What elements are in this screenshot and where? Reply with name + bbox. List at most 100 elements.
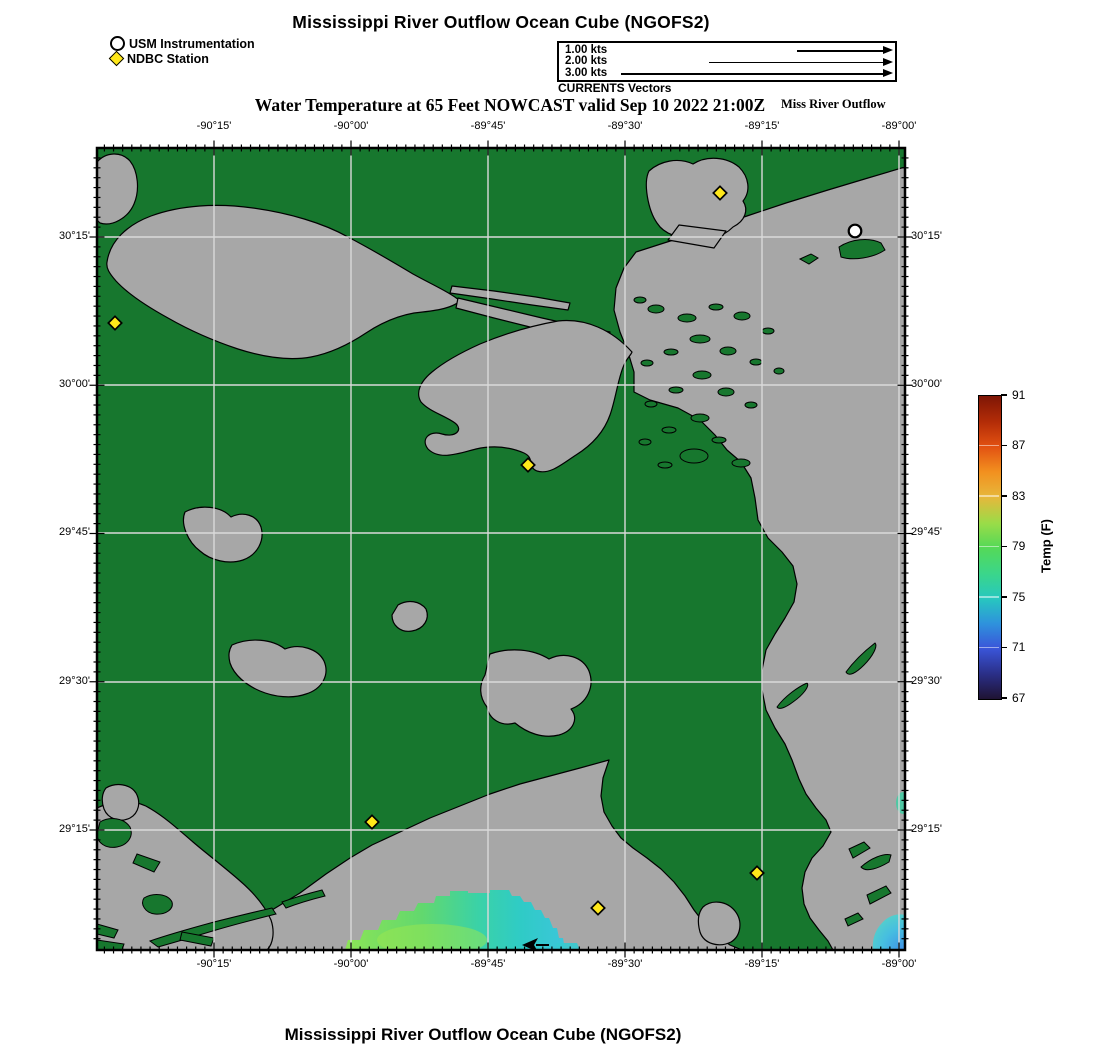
legend-row-ndbc: NDBC Station <box>108 50 255 67</box>
coastal-islet <box>838 239 886 260</box>
axis-tick-label-right: 30°00' <box>911 378 942 390</box>
delta-islet <box>844 912 864 927</box>
marsh-island <box>733 311 751 321</box>
vector-key-arrowhead-icon <box>883 69 893 78</box>
colorbar-division-line <box>979 495 999 497</box>
marsh-island <box>644 400 658 408</box>
inner-lake <box>182 506 263 563</box>
page-title: Mississippi River Outflow Ocean Cube (NG… <box>292 12 710 32</box>
colorbar-tick-mark <box>1001 646 1007 649</box>
marsh-island <box>677 313 697 323</box>
axis-tick-label-right: 29°15' <box>911 823 942 835</box>
ndbc-station-marker <box>520 457 536 473</box>
vector-key-label: 2.00 kts <box>565 55 608 67</box>
lake-pontchartrain <box>106 204 461 360</box>
circle-marker-icon <box>110 36 125 51</box>
marsh-island <box>633 296 647 304</box>
ndbc-station-marker <box>107 315 123 331</box>
axis-tick-label-left: 30°15' <box>59 230 90 242</box>
axis-tick-label-top: -89°00' <box>881 120 917 132</box>
inner-lake <box>391 600 428 632</box>
chandeleur-island <box>845 642 877 675</box>
delta-pocket-bay <box>697 901 741 946</box>
colorbar-tick-label: 87 <box>1012 438 1026 452</box>
axis-tick-label-left: 30°00' <box>59 378 90 390</box>
colorbar-division-line <box>979 596 999 598</box>
colorbar-tick-label: 79 <box>1012 539 1026 553</box>
currents-vector-caption: CURRENTS Vectors <box>558 81 672 95</box>
axis-tick-label-top: -89°30' <box>607 120 643 132</box>
vector-key-line <box>621 73 885 75</box>
ndbc-station-marker <box>749 865 765 881</box>
axis-tick-label-right: 29°30' <box>911 675 942 687</box>
corner-plume <box>872 914 905 950</box>
ndbc-station-marker <box>712 185 728 201</box>
inner-lake <box>480 649 592 737</box>
axis-tick-label-top: -90°15' <box>196 120 232 132</box>
marsh-island <box>657 461 673 469</box>
station-markers <box>107 185 863 916</box>
delta-islet <box>866 885 892 905</box>
barataria-bay <box>97 800 274 950</box>
marsh-island <box>749 358 763 366</box>
marsh-island <box>679 448 709 464</box>
vector-key-label: 3.00 kts <box>565 66 608 79</box>
axis-tick-label-left: 29°15' <box>59 823 90 835</box>
bay-island <box>179 931 215 947</box>
vector-key-line <box>797 50 885 52</box>
lake-maurepas <box>97 153 139 225</box>
colorbar-tick-mark <box>1001 596 1007 598</box>
bay-island <box>132 853 161 873</box>
colorbar-label: Temp (F) <box>1038 519 1054 573</box>
marsh-island <box>773 367 785 375</box>
map-frame <box>95 146 907 952</box>
colorbar-division-line <box>979 646 999 649</box>
bay-island <box>142 894 173 915</box>
marsh-island <box>711 436 727 444</box>
corner-sliver <box>97 923 119 939</box>
vector-key-line <box>709 61 885 63</box>
colorbar-tick-label: 83 <box>1012 488 1026 503</box>
map-canvas <box>89 140 913 958</box>
colorbar-tick-mark <box>1001 394 1007 396</box>
currents-vector-key: 1.00 kts 2.00 kts 3.00 kts <box>557 41 897 82</box>
marsh-island <box>668 386 684 394</box>
temperature-colorbar <box>978 395 1002 700</box>
colorbar-tick-mark <box>1001 545 1007 548</box>
chef-menteur-channel <box>449 285 571 311</box>
colorbar-division-line <box>979 545 999 548</box>
usm-station-marker <box>847 223 863 239</box>
marsh-island <box>731 458 751 468</box>
ndbc-station-marker <box>590 900 606 916</box>
marsh-pond <box>101 783 140 821</box>
marsh-island <box>717 387 735 397</box>
chandeleur-island <box>776 682 809 709</box>
footer-title: Mississippi River Outflow Ocean Cube (NG… <box>284 1025 682 1044</box>
colorbar-tick-mark <box>1001 444 1007 447</box>
map-subtitle: Water Temperature at 65 Feet NOWCAST val… <box>254 95 766 115</box>
corner-sliver <box>97 939 125 950</box>
vector-key-arrowhead-icon <box>883 57 893 66</box>
colorbar-tick-label: 71 <box>1012 640 1026 654</box>
axis-tick-label-bottom: -89°30' <box>607 958 643 970</box>
edge-plume <box>896 792 905 814</box>
marsh-island <box>719 346 737 356</box>
marsh-island <box>744 401 758 409</box>
vector-key-label: 1.00 kts <box>565 43 608 56</box>
legend-label: USM Instrumentation <box>129 36 255 51</box>
axis-tick-label-bottom: -89°45' <box>470 958 506 970</box>
marsh-island <box>663 348 679 356</box>
axis-tick-label-bottom: -90°15' <box>196 958 232 970</box>
marsh-island <box>640 359 654 367</box>
axis-tick-label-left: 29°30' <box>59 675 90 687</box>
colorbar-division-line <box>979 444 999 447</box>
graticule <box>98 149 904 949</box>
delta-islet <box>848 841 871 859</box>
lake-borgne <box>418 319 633 473</box>
axis-tick-label-top: -89°45' <box>470 120 506 132</box>
ndbc-station-marker <box>364 814 380 830</box>
axis-tick-label-left: 29°45' <box>59 526 90 538</box>
colorbar-tick-mark <box>1001 697 1007 699</box>
marsh-island <box>690 413 710 423</box>
